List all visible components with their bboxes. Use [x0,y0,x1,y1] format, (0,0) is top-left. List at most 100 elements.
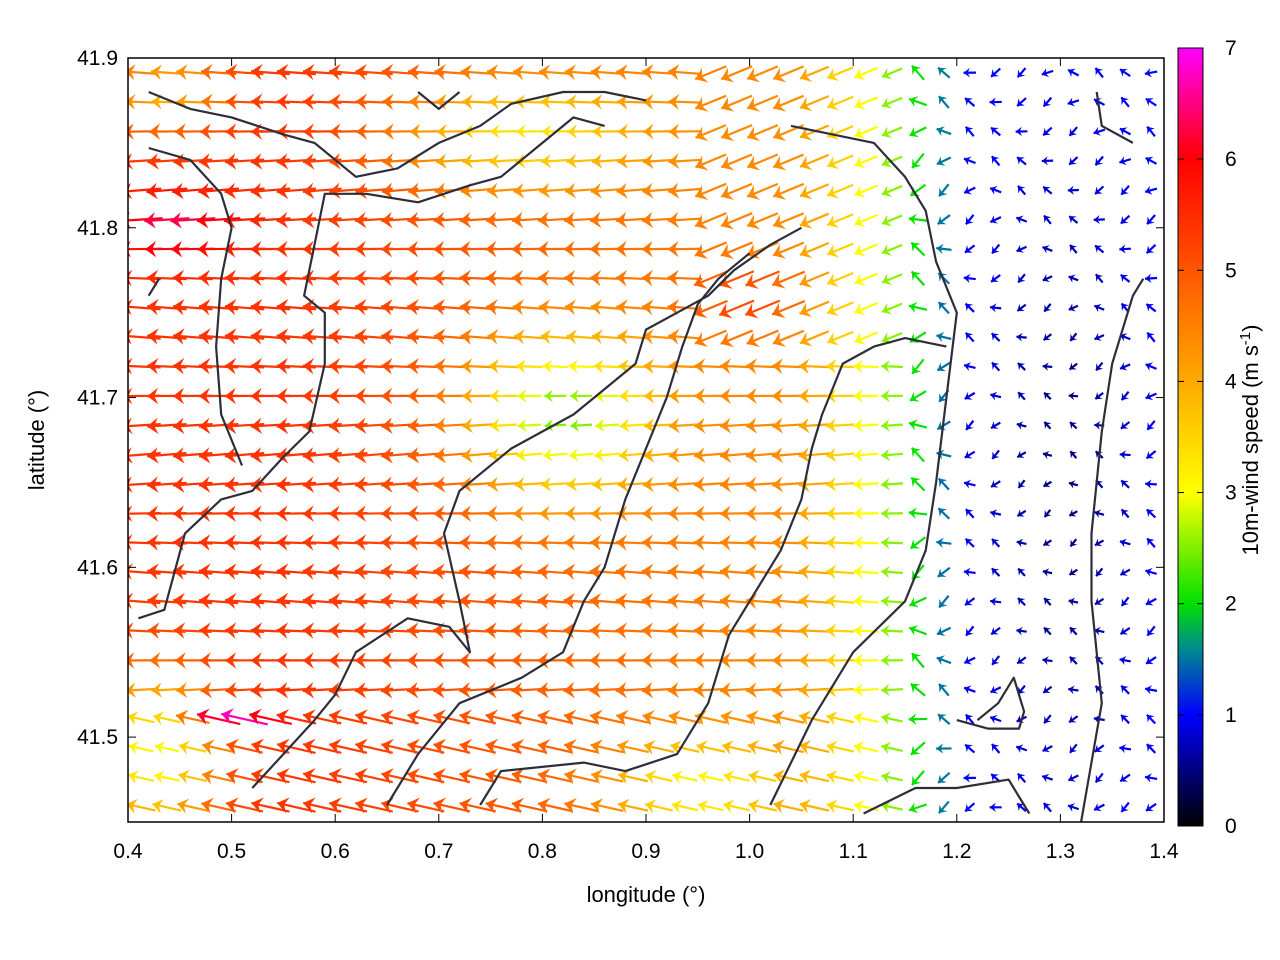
wind-vector [1145,303,1157,313]
wind-vector [799,212,830,229]
wind-vector [826,359,855,374]
wind-vector [1146,420,1156,431]
wind-vector [854,301,879,316]
wind-vector [989,714,1002,724]
wind-vector [745,476,780,493]
wind-vector [720,241,753,259]
wind-vector [1069,743,1078,754]
wind-vector [1145,567,1158,577]
wind-vector [381,768,419,785]
wind-vector [1145,244,1157,254]
wind-vector [667,240,703,258]
wind-vector [381,709,419,726]
wind-vector [511,768,548,785]
wind-vector [1094,772,1104,784]
wind-vector [485,797,522,814]
terrain-contour-line [956,676,1026,730]
wind-vector [302,738,342,755]
wind-vector [937,66,951,79]
wind-vector [693,563,728,580]
colorbar-title-sup: -1 [1237,332,1254,345]
wind-vector [1016,67,1027,79]
wind-vector [693,270,728,289]
wind-vector [489,153,518,169]
wind-vector [541,477,570,492]
wind-vector [826,301,854,317]
wind-vector [881,478,903,491]
wind-vector [128,711,155,726]
terrain-contour-line [479,337,947,806]
wind-vector [619,418,647,433]
wind-vector [772,739,805,755]
wind-vector [826,95,854,111]
wind-vector [881,214,903,227]
wind-vector [963,362,976,372]
wind-vector [459,797,496,814]
wind-vector [1146,537,1156,548]
wind-vector [826,535,855,550]
wind-vector [990,685,1002,694]
wind-vector [1119,773,1131,783]
terrain-contour-line [417,91,461,111]
wind-vector [772,710,805,726]
wind-vector [746,65,779,83]
wind-vector [991,361,1001,372]
wind-vector [853,389,879,403]
wind-vector [488,358,519,374]
wind-vector [826,799,854,814]
wind-vector [511,709,548,726]
x-tick-label: 1.4 [1149,840,1179,863]
wind-vector [563,709,599,726]
wind-vector [592,329,623,345]
wind-vector [537,768,573,785]
x-axis-ticks: 0.4 0.5 0.6 0.7 0.8 0.9 1.0 1.1 1.2 1.3 1.4 [113,58,1179,863]
wind-vector [991,538,1001,548]
wind-vector [826,770,854,784]
wind-vector [881,67,903,80]
wind-vector [407,797,445,814]
wind-vector [407,738,445,755]
wind-vector [881,536,903,549]
wind-vector [908,419,928,431]
wind-vector [772,329,805,347]
wind-vector [616,299,650,316]
wind-vector [881,419,903,432]
wind-vector [485,738,522,755]
wind-vector [642,182,676,199]
wind-vector [1042,656,1053,665]
wind-vector [965,625,975,637]
wind-vector [911,64,925,81]
wind-vector [1094,244,1105,254]
wind-vector [746,212,779,230]
wind-vector [490,124,518,139]
wind-vector [514,329,545,345]
wind-vector [1119,626,1131,635]
wind-vector [329,738,368,755]
wind-vector [1068,303,1079,312]
wind-vector [489,388,518,404]
wind-vector [593,359,621,374]
colorbar-tick-label: 3 [1225,482,1237,505]
wind-vector [719,447,754,464]
wind-vector [1017,597,1026,606]
wind-vector [514,476,545,492]
terrain-contour-line [148,90,647,178]
wind-vector [1042,479,1052,488]
wind-vector [569,448,594,462]
wind-vector [1094,273,1104,284]
wind-vector [746,124,779,142]
wind-vector [1094,509,1105,518]
wind-vector [719,563,754,580]
wind-vector [486,299,521,316]
wind-vector [1042,568,1053,577]
wind-vector [936,331,952,343]
wind-vector [881,741,903,755]
wind-vector [1016,538,1027,548]
wind-vector [1016,626,1027,636]
wind-vector [910,270,926,286]
wind-vector [566,329,597,345]
wind-vector [938,595,950,609]
terrain-contour-line [147,278,161,297]
wind-vector [617,153,649,169]
wind-vector [1016,244,1027,253]
